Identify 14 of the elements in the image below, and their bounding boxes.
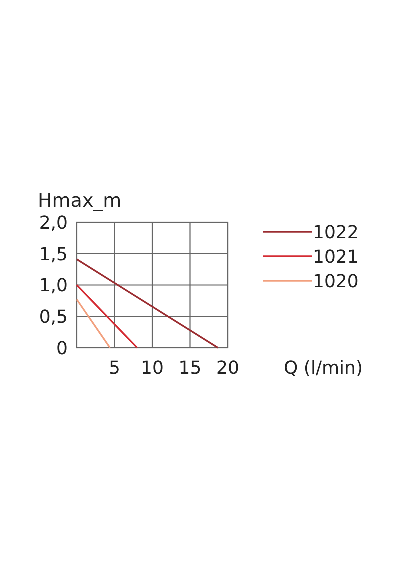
- legend-label: 1021: [313, 246, 359, 268]
- y-axis-title: Hmax_m: [38, 190, 122, 212]
- x-tick-label: 5: [109, 358, 120, 379]
- y-tick-label: 0,5: [39, 307, 68, 328]
- legend-label: 1022: [313, 222, 359, 244]
- y-tick-label: 1,5: [39, 244, 68, 266]
- x-tick-label: 10: [141, 358, 164, 379]
- x-axis-title: Q (l/min): [284, 358, 363, 379]
- y-tick-label: 2,0: [39, 212, 68, 234]
- y-tick-label: 0: [56, 338, 68, 360]
- x-tick-label: 15: [178, 358, 202, 379]
- y-tick-label: 1,0: [39, 276, 68, 297]
- legend-label: 1020: [313, 271, 359, 292]
- x-tick-label: 20: [216, 358, 240, 379]
